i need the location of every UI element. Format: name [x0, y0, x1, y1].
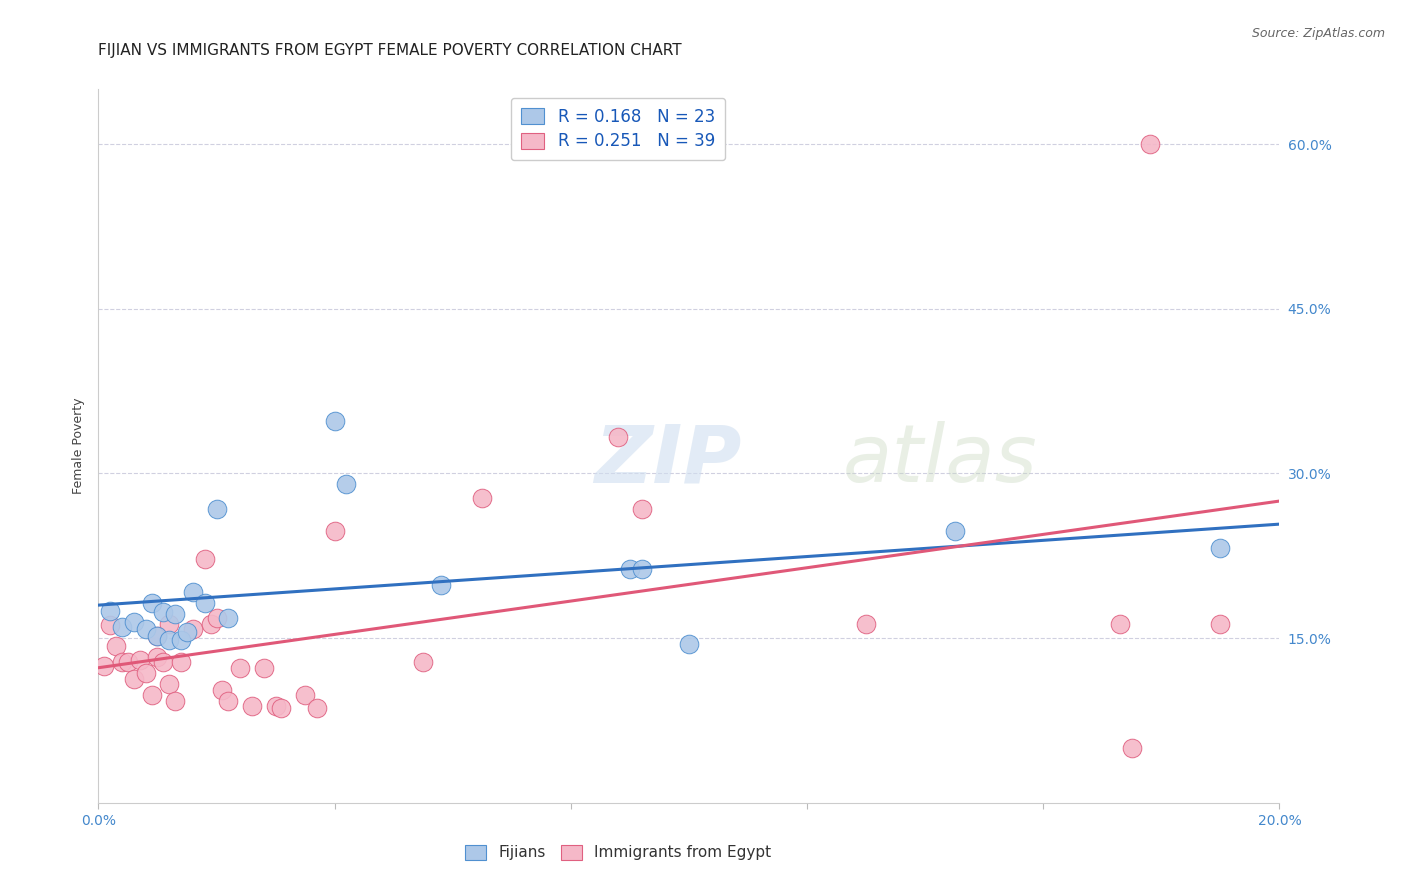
Point	[1139, 137, 1161, 152]
Point	[98, 604, 121, 618]
Point	[141, 596, 163, 610]
Point	[229, 661, 252, 675]
Point	[200, 616, 222, 631]
Point	[122, 615, 145, 629]
Point	[270, 701, 292, 715]
Point	[194, 596, 217, 610]
Point	[93, 658, 115, 673]
Point	[471, 491, 494, 505]
Point	[111, 655, 134, 669]
Point	[619, 562, 641, 576]
Point	[170, 633, 193, 648]
Point	[181, 623, 204, 637]
Point	[157, 677, 180, 691]
Point	[294, 688, 316, 702]
Text: FIJIAN VS IMMIGRANTS FROM EGYPT FEMALE POVERTY CORRELATION CHART: FIJIAN VS IMMIGRANTS FROM EGYPT FEMALE P…	[98, 43, 682, 58]
Point	[152, 655, 174, 669]
Point	[205, 611, 228, 625]
Point	[165, 694, 187, 708]
Point	[323, 524, 346, 538]
Point	[165, 607, 187, 621]
Point	[305, 701, 328, 715]
Point	[335, 477, 357, 491]
Point	[146, 629, 169, 643]
Point	[1109, 616, 1132, 631]
Point	[253, 661, 276, 675]
Point	[128, 653, 150, 667]
Point	[157, 616, 180, 631]
Text: Source: ZipAtlas.com: Source: ZipAtlas.com	[1251, 27, 1385, 40]
Point	[135, 666, 157, 681]
Point	[176, 624, 198, 639]
Point	[1209, 541, 1232, 555]
Point	[678, 637, 700, 651]
Point	[181, 585, 204, 599]
Point	[152, 605, 174, 619]
Point	[630, 562, 652, 576]
Text: atlas: atlas	[842, 421, 1038, 500]
Point	[430, 578, 453, 592]
Point	[135, 623, 157, 637]
Point	[943, 524, 966, 538]
Point	[217, 694, 239, 708]
Point	[855, 616, 877, 631]
Point	[105, 639, 128, 653]
Point	[194, 552, 217, 566]
Point	[607, 430, 630, 444]
Point	[205, 501, 228, 516]
Point	[157, 633, 180, 648]
Point	[122, 672, 145, 686]
Point	[323, 414, 346, 428]
Point	[217, 611, 239, 625]
Point	[1209, 616, 1232, 631]
Point	[211, 682, 233, 697]
Point	[264, 699, 287, 714]
Point	[146, 629, 169, 643]
Point	[412, 655, 434, 669]
Point	[141, 688, 163, 702]
Point	[630, 501, 652, 516]
Text: ZIP: ZIP	[595, 421, 742, 500]
Y-axis label: Female Poverty: Female Poverty	[72, 398, 86, 494]
Point	[111, 620, 134, 634]
Legend: Fijians, Immigrants from Egypt: Fijians, Immigrants from Egypt	[458, 838, 778, 866]
Point	[170, 655, 193, 669]
Point	[117, 655, 139, 669]
Point	[98, 618, 121, 632]
Point	[240, 699, 263, 714]
Point	[1121, 740, 1143, 755]
Point	[146, 649, 169, 664]
